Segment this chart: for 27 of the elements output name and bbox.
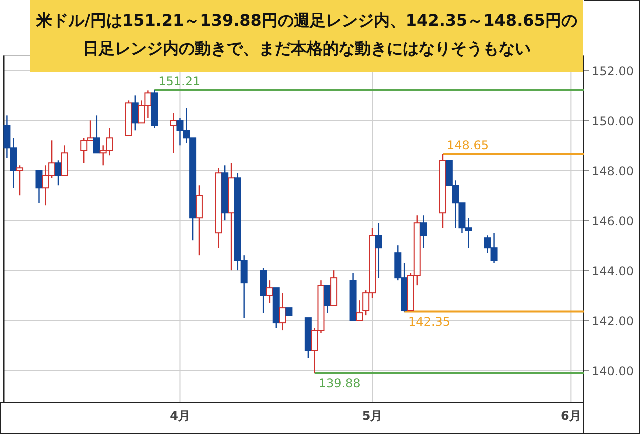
y-tick-label: 146.00 (592, 214, 634, 229)
y-tick-label: 144.00 (592, 264, 634, 279)
y-tick-label: 152.00 (592, 64, 634, 79)
candlestick (266, 280, 274, 304)
annotation: 148.65 (447, 138, 490, 152)
candlestick (132, 95, 139, 132)
y-tick-label: 148.00 (592, 164, 634, 179)
annotation: 151.21 (158, 74, 201, 88)
candlestick (61, 145, 68, 176)
candlestick (279, 292, 286, 332)
candlestick (36, 170, 43, 204)
x-tick-label: 6月 (561, 409, 582, 423)
y-tick-label: 140.00 (592, 364, 634, 379)
candlestick (93, 115, 100, 154)
annotation: 139.88 (318, 376, 361, 391)
chart-title: 米ドル/円は151.21～139.88円の週足レンジ内、142.35～148.65円の日足レンジ内の動きで、まだ本格的な動きにはなりそうもない (36, 11, 578, 58)
x-tick-label: 5月 (362, 409, 383, 423)
candlestick (324, 284, 332, 314)
candlestick (375, 222, 382, 279)
y-tick-label: 150.00 (592, 114, 634, 129)
candlestick (54, 160, 62, 186)
x-tick-label: 4月 (170, 409, 190, 423)
y-tick-label: 142.00 (592, 314, 634, 329)
annotation: 142.35 (408, 314, 451, 329)
candlestick (196, 185, 203, 256)
candlestick (420, 215, 428, 249)
candlestick (16, 165, 24, 196)
